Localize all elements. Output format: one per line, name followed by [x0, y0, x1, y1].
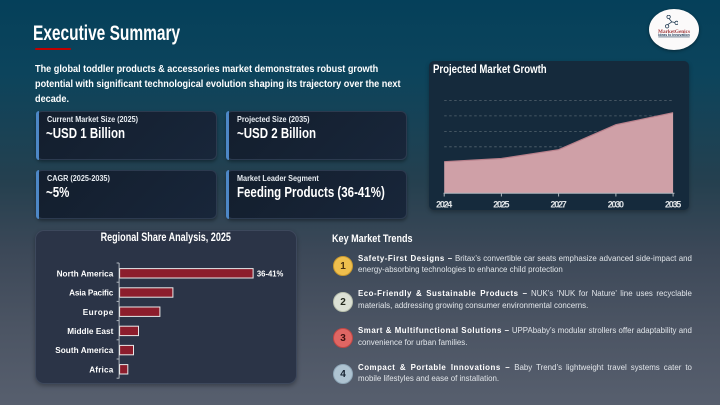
svg-text:2025: 2025	[494, 199, 510, 209]
svg-text:Middle East: Middle East	[68, 327, 114, 336]
svg-text:MarketGenics: MarketGenics	[658, 30, 690, 35]
svg-text:Africa: Africa	[90, 365, 115, 374]
svg-text:2030: 2030	[608, 199, 624, 209]
svg-text:Europe: Europe	[83, 308, 114, 317]
svg-text:2027: 2027	[551, 199, 567, 209]
svg-text:Ideas to Innovation: Ideas to Innovation	[658, 33, 689, 37]
svg-text:South America: South America	[56, 346, 115, 355]
svg-text:36-41%: 36-41%	[257, 269, 284, 278]
svg-text:Asia Pacific: Asia Pacific	[69, 289, 114, 298]
svg-text:2035: 2035	[665, 199, 681, 209]
svg-text:North America: North America	[57, 269, 114, 278]
svg-text:2024: 2024	[436, 199, 452, 209]
